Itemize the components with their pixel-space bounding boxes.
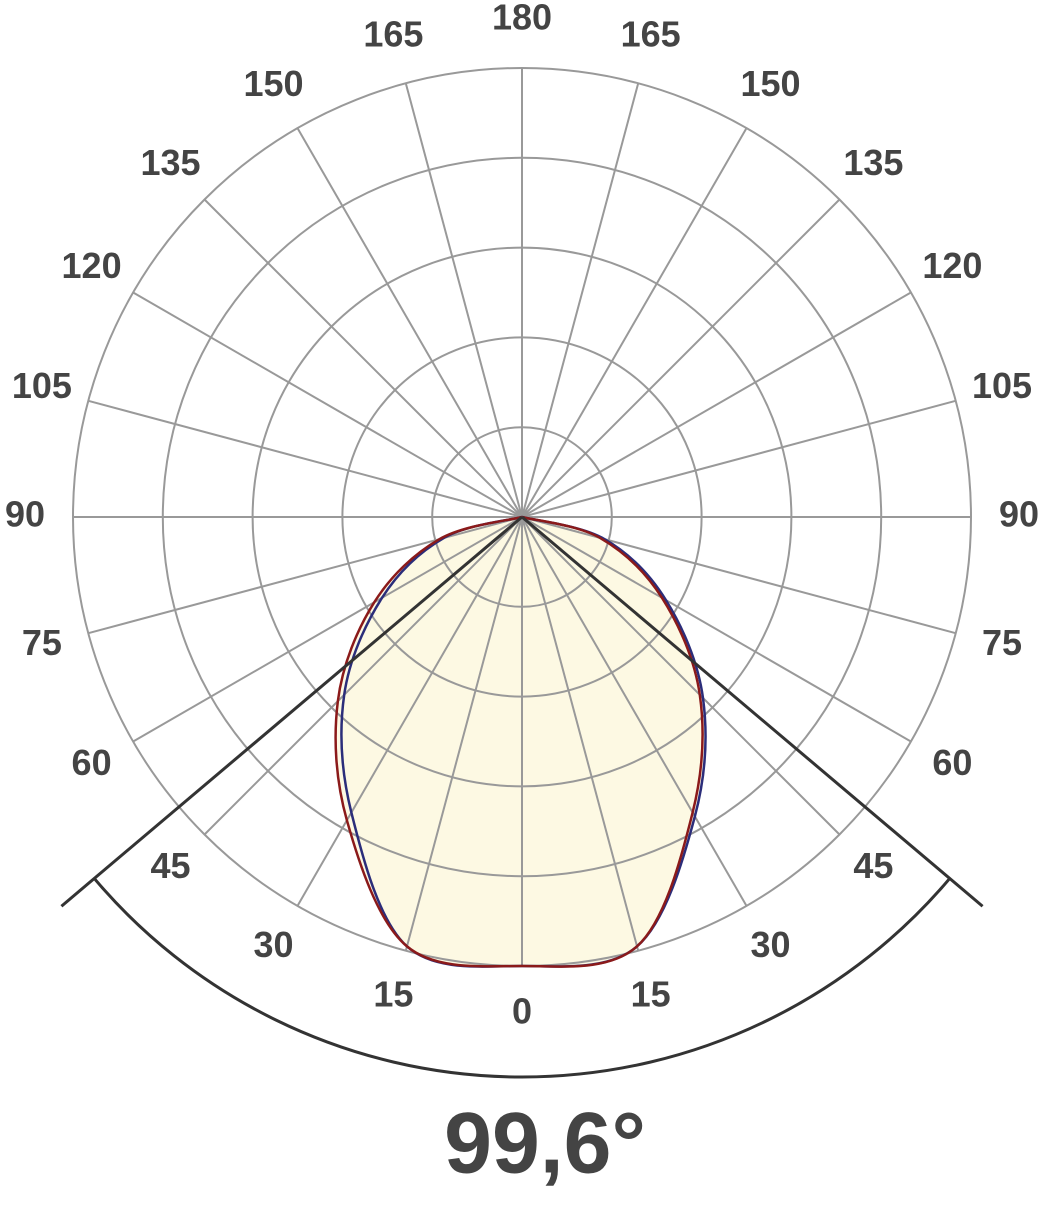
spoke — [404, 83, 523, 518]
angle-label: 120 — [922, 245, 982, 286]
angle-label: 60 — [932, 742, 972, 783]
angle-label: 180 — [492, 0, 552, 38]
spoke — [203, 198, 523, 518]
angle-label: 30 — [253, 924, 293, 965]
beam-line — [521, 515, 984, 908]
angle-label: 75 — [982, 622, 1022, 663]
angle-label: 135 — [843, 142, 903, 183]
angle-label: 135 — [141, 142, 201, 183]
intensity-curve — [334, 515, 704, 968]
spoke — [521, 516, 640, 951]
angle-label: 90 — [5, 494, 45, 535]
angle-label: 75 — [22, 622, 62, 663]
angle-label: 105 — [972, 365, 1032, 406]
spoke — [132, 291, 523, 518]
spoke — [203, 516, 523, 836]
spoke — [521, 127, 748, 518]
angle-label: 90 — [999, 494, 1039, 535]
beam-line — [60, 515, 523, 908]
angle-label: 165 — [621, 13, 681, 54]
spoke — [521, 291, 912, 518]
angle-label: 0 — [512, 991, 532, 1032]
beam-arc — [93, 877, 951, 1079]
beam-angle-label: 99,6° — [444, 1096, 646, 1192]
angle-label: 105 — [12, 365, 72, 406]
angle-label: 30 — [750, 924, 790, 965]
spoke — [88, 516, 523, 635]
angle-label: 150 — [243, 63, 303, 104]
spoke — [521, 516, 841, 836]
spoke — [88, 399, 523, 518]
spoke — [521, 83, 640, 518]
spoke — [521, 516, 956, 635]
spoke — [521, 516, 912, 743]
angle-label: 45 — [853, 845, 893, 886]
spoke — [296, 127, 523, 518]
spoke — [132, 516, 523, 743]
angle-label: 120 — [62, 245, 122, 286]
spoke — [404, 516, 523, 951]
angle-label: 150 — [740, 63, 800, 104]
spoke — [296, 516, 523, 907]
angle-label: 15 — [373, 974, 413, 1015]
angle-label: 165 — [363, 13, 423, 54]
spoke — [521, 516, 748, 907]
angle-label: 60 — [72, 742, 112, 783]
angle-label: 15 — [631, 974, 671, 1015]
curve-fill — [335, 517, 703, 967]
angle-label: 45 — [151, 845, 191, 886]
spoke — [521, 198, 841, 518]
spoke — [521, 399, 956, 518]
